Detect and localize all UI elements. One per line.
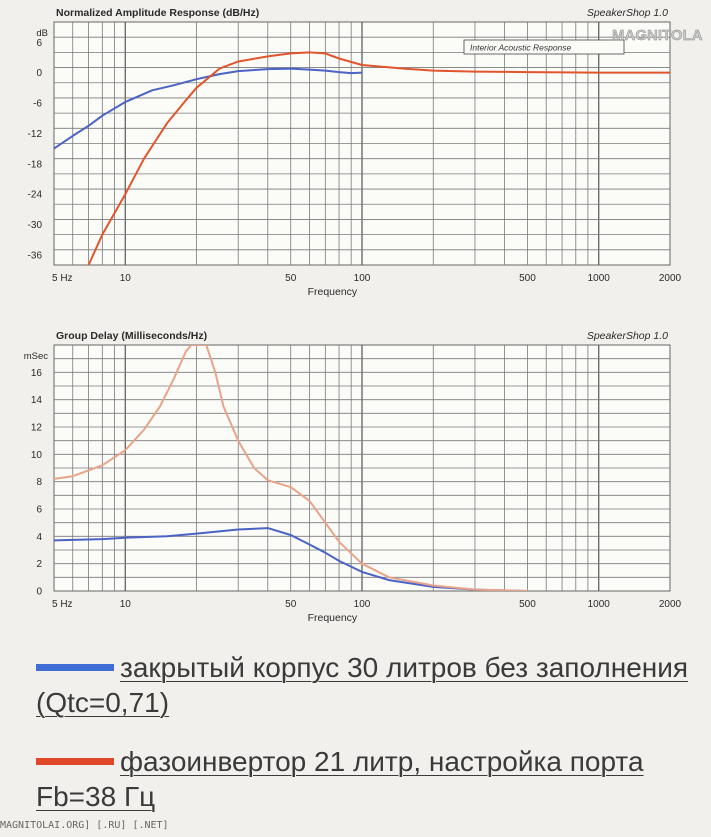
legend-closed-box: закрытый корпус 30 литров без заполнения…: [36, 650, 696, 720]
chart1-ytick-label: -6: [33, 99, 42, 110]
chart1-xtick-label: 1000: [588, 273, 611, 284]
chart1-xtick-label: 50: [285, 273, 297, 284]
chart2-xtick-label: 100: [354, 599, 371, 610]
legend-closed-box-label: закрытый корпус 30 литров без заполнения…: [36, 652, 689, 718]
magnitola-logo-text: MAGNITOLA: [612, 27, 703, 44]
chart2-ytick-label: 14: [31, 395, 43, 406]
magnitola-logo: MAGNITOLA: [612, 27, 703, 44]
chart2-horizontal-grid: [54, 358, 670, 578]
chart1-ytick-label: -12: [28, 129, 43, 140]
chart2-xtick-label: 50: [285, 599, 297, 610]
chart1-ytick-label: -24: [28, 190, 43, 201]
chart1-ytick-label: -18: [28, 159, 43, 170]
chart2-ytick-label: 0: [36, 587, 42, 598]
chart2-ytick-label: 4: [36, 532, 42, 543]
chart2-xtick-label: 5 Hz: [52, 599, 73, 610]
chart2-ytick-label: 12: [31, 423, 43, 434]
chart1-xtick-label: 500: [519, 273, 536, 284]
chart2-ytick-label: 6: [36, 505, 42, 516]
chart1-xtick-label: 5 Hz: [52, 273, 73, 284]
chart1-ytick-label: 0: [36, 68, 42, 79]
chart2-series-line-2: [54, 345, 528, 591]
chart2-ytick-label: 8: [36, 477, 42, 488]
legend-bass-reflex-swatch: [36, 758, 114, 766]
chart1-ytick-label: 6: [36, 38, 42, 49]
chart2-ytick-label: 10: [31, 450, 43, 461]
chart1-series-line-1: [54, 67, 363, 150]
chart2-xtick-label: 1000: [588, 599, 611, 610]
chart1-xtick-label: 10: [120, 273, 132, 284]
group-delay-chart: Group Delay (Milliseconds/Hz) SpeakerShop…: [24, 330, 682, 624]
amplitude-response-chart: Normalized Amplitude Response (dB/Hz) Spe…: [28, 7, 703, 298]
chart2-ytick-label: 2: [36, 559, 42, 570]
legend-bass-reflex: фазоинвертор 21 литр, настройка порта Fb…: [36, 744, 696, 814]
chart2-xtick-label: 500: [519, 599, 536, 610]
chart2-brand: SpeakerShop 1.0: [587, 330, 668, 342]
chart2-xtick-label: 10: [120, 599, 132, 610]
chart2-xlabel: Frequency: [308, 612, 358, 624]
chart1-inset-label: Interior Acoustic Response: [463, 39, 625, 55]
chart2-title: Group Delay (Milliseconds/Hz): [56, 330, 207, 342]
chart1-xlabel: Frequency: [308, 286, 358, 298]
site-watermark: MAGNITOLAI.ORG] [.RU] [.NET]: [0, 820, 169, 831]
chart1-title: Normalized Amplitude Response (dB/Hz): [56, 7, 259, 19]
chart1-xtick-label: 2000: [659, 273, 682, 284]
chart2-ylabel: mSec: [24, 351, 49, 362]
legend-closed-box-swatch: [36, 664, 114, 672]
chart1-ylabel: dB: [36, 28, 48, 39]
chart1-inset-text: Interior Acoustic Response: [470, 43, 572, 53]
chart1-xtick-label: 100: [354, 273, 371, 284]
legend-bass-reflex-label: фазоинвертор 21 литр, настройка порта Fb…: [36, 746, 644, 812]
chart1-series-line-2: [87, 51, 670, 265]
chart2-xtick-label: 2000: [659, 599, 682, 610]
chart1-ytick-label: -30: [28, 220, 43, 231]
chart2-series-line-1: [54, 527, 528, 591]
chart1-ytick-label: -36: [28, 250, 43, 261]
chart1-inset-box: [463, 39, 625, 55]
chart2-ytick-label: 16: [31, 368, 43, 379]
chart1-brand: SpeakerShop 1.0: [587, 7, 668, 19]
